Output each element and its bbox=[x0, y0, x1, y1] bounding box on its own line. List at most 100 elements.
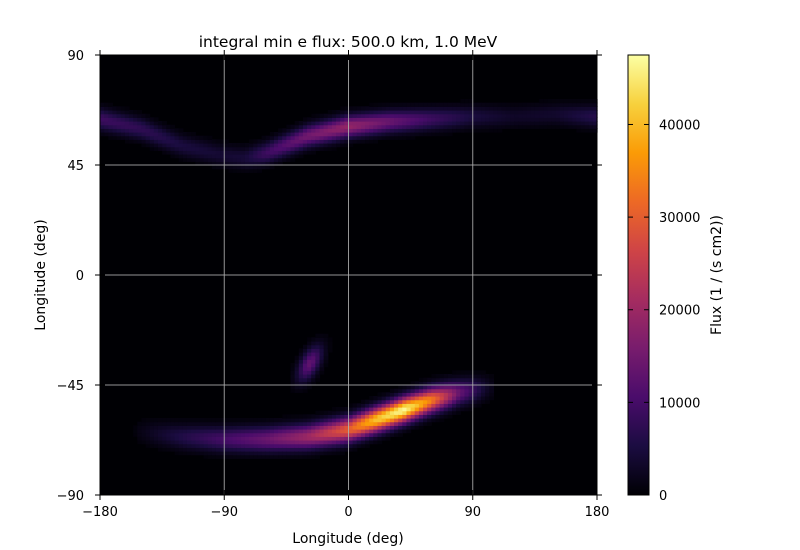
heatmap-cell bbox=[381, 414, 387, 419]
heatmap-cell bbox=[307, 429, 312, 434]
heatmap-cell bbox=[360, 139, 366, 144]
heatmap-cell bbox=[414, 117, 420, 122]
heatmap-cell bbox=[141, 121, 147, 126]
heatmap-cell bbox=[157, 146, 163, 151]
heatmap-cell bbox=[493, 124, 499, 129]
heatmap-cell bbox=[377, 121, 383, 126]
heatmap-cell bbox=[236, 440, 242, 445]
heatmap-cell bbox=[298, 374, 304, 379]
heatmap-cell bbox=[340, 443, 345, 448]
heatmap-cell bbox=[286, 132, 292, 137]
heatmap-cell bbox=[327, 132, 333, 137]
heatmap-cell bbox=[468, 392, 474, 397]
heatmap-cell bbox=[232, 146, 238, 151]
heatmap-cell bbox=[282, 418, 287, 423]
heatmap-cell bbox=[261, 440, 267, 445]
heatmap-cell bbox=[286, 124, 292, 129]
heatmap-cell bbox=[356, 425, 362, 430]
heatmap-cell bbox=[265, 135, 271, 140]
heatmap-cell bbox=[203, 421, 209, 426]
heatmap-cell bbox=[203, 447, 209, 452]
heatmap-cell bbox=[315, 359, 321, 364]
heatmap-cell bbox=[311, 121, 316, 126]
heatmap-cell bbox=[398, 410, 403, 415]
heatmap-cell bbox=[592, 124, 598, 129]
heatmap-cell bbox=[232, 157, 238, 162]
heatmap-cell bbox=[145, 117, 151, 122]
heatmap-cell bbox=[336, 117, 341, 122]
heatmap-cell bbox=[116, 110, 122, 115]
heatmap-cell bbox=[443, 132, 449, 137]
heatmap-cell bbox=[257, 168, 263, 173]
heatmap-cell bbox=[348, 121, 354, 126]
heatmap-cell bbox=[365, 421, 370, 426]
heatmap-cell bbox=[497, 128, 503, 133]
heatmap-cell bbox=[360, 135, 366, 140]
heatmap-cell bbox=[331, 443, 337, 448]
heatmap-cell bbox=[402, 385, 408, 390]
heatmap-cell bbox=[145, 113, 151, 118]
y-tick-label: 0 bbox=[76, 269, 84, 284]
heatmap-cell bbox=[249, 454, 254, 459]
heatmap-cell bbox=[452, 124, 457, 129]
heatmap-cell bbox=[360, 421, 366, 426]
heatmap-cell bbox=[365, 436, 370, 441]
heatmap-cell bbox=[215, 146, 221, 151]
heatmap-cell bbox=[220, 157, 225, 162]
heatmap-cell bbox=[141, 436, 147, 441]
heatmap-cell bbox=[199, 451, 205, 456]
heatmap-cell bbox=[137, 121, 143, 126]
heatmap-cell bbox=[207, 436, 213, 441]
heatmap-cell bbox=[514, 110, 519, 115]
heatmap-cell bbox=[182, 143, 188, 148]
heatmap-cell bbox=[278, 143, 283, 148]
heatmap-cells bbox=[100, 99, 598, 459]
heatmap-cell bbox=[427, 132, 432, 137]
heatmap-cell bbox=[215, 432, 221, 437]
heatmap-cell bbox=[232, 143, 238, 148]
heatmap-cell bbox=[365, 139, 370, 144]
heatmap-cell bbox=[236, 454, 242, 459]
heatmap-cell bbox=[323, 352, 329, 357]
heatmap-cell bbox=[588, 106, 594, 111]
heatmap-cell bbox=[257, 154, 263, 159]
heatmap-cell bbox=[530, 106, 536, 111]
heatmap-cell bbox=[145, 124, 151, 129]
heatmap-cell bbox=[174, 443, 180, 448]
heatmap-cell bbox=[385, 436, 391, 441]
heatmap-cell bbox=[307, 443, 312, 448]
heatmap-cell bbox=[307, 377, 312, 382]
heatmap-cell bbox=[174, 429, 180, 434]
heatmap-cell bbox=[120, 135, 126, 140]
heatmap-cell bbox=[385, 392, 391, 397]
heatmap-cell bbox=[456, 102, 461, 107]
heatmap-cell bbox=[249, 421, 254, 426]
heatmap-cell bbox=[460, 99, 466, 104]
heatmap-cell bbox=[282, 429, 287, 434]
heatmap-cell bbox=[340, 429, 345, 434]
heatmap-cell bbox=[398, 110, 403, 115]
heatmap-cell bbox=[162, 132, 167, 137]
heatmap-cell bbox=[290, 370, 296, 375]
heatmap-cell bbox=[240, 168, 246, 173]
heatmap-cell bbox=[406, 110, 412, 115]
heatmap-cell bbox=[128, 110, 134, 115]
heatmap-cell bbox=[311, 344, 316, 349]
heatmap-cell bbox=[195, 429, 200, 434]
heatmap-cell bbox=[468, 370, 474, 375]
heatmap-cell bbox=[286, 425, 292, 430]
heatmap-cell bbox=[468, 124, 474, 129]
heatmap-cell bbox=[398, 121, 403, 126]
heatmap-cell bbox=[489, 124, 495, 129]
heatmap-cell bbox=[244, 451, 250, 456]
heatmap-cell bbox=[290, 414, 296, 419]
heatmap-cell bbox=[228, 443, 234, 448]
heatmap-cell bbox=[149, 440, 155, 445]
heatmap-cell bbox=[327, 110, 333, 115]
heatmap-cell bbox=[414, 407, 420, 412]
heatmap-cell bbox=[162, 135, 167, 140]
heatmap-cell bbox=[414, 388, 420, 393]
heatmap-cell bbox=[315, 366, 321, 371]
heatmap-cell bbox=[199, 139, 205, 144]
heatmap-cell bbox=[108, 106, 114, 111]
